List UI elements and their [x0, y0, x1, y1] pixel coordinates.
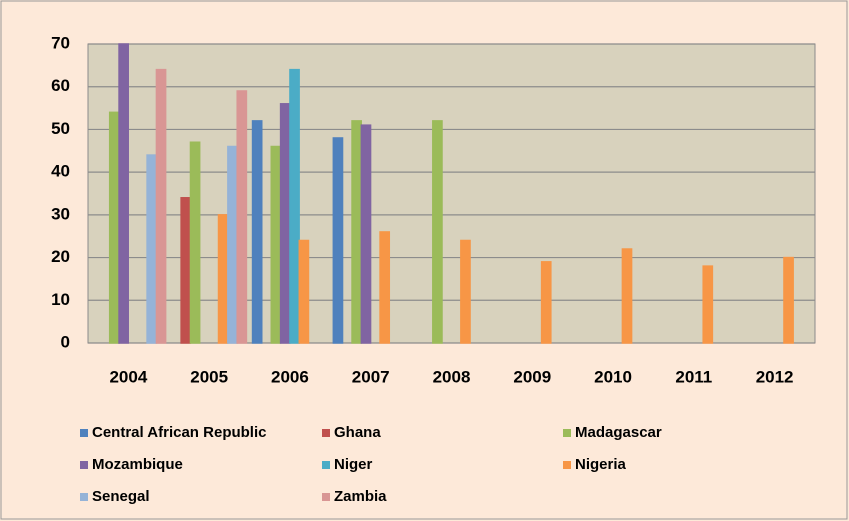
bar	[270, 145, 282, 344]
bar	[279, 103, 291, 344]
y-tick-label: 20	[51, 247, 70, 266]
legend-swatch	[563, 461, 571, 469]
bar	[460, 239, 471, 344]
bar	[298, 239, 310, 344]
y-tick-label: 70	[51, 33, 70, 52]
bar	[783, 256, 794, 344]
x-tick-label: 2008	[433, 367, 471, 386]
bar	[379, 231, 391, 344]
y-tick-label: 10	[51, 290, 70, 309]
bar	[189, 141, 201, 344]
x-tick-label: 2010	[594, 367, 632, 386]
legend-label: Niger	[334, 456, 373, 473]
bar	[155, 68, 167, 344]
bar	[432, 120, 443, 344]
plot-area	[87, 43, 816, 344]
bar	[540, 261, 552, 344]
y-tick-label: 50	[51, 119, 70, 138]
bar	[702, 265, 714, 344]
y-tick-label: 30	[51, 204, 70, 223]
x-tick-label: 2011	[675, 367, 712, 386]
legend-label: Zambia	[334, 488, 387, 505]
x-tick-label: 2005	[190, 367, 228, 386]
legend-swatch	[80, 461, 88, 469]
bar	[227, 145, 238, 344]
x-tick-label: 2007	[352, 367, 390, 386]
bar	[118, 43, 129, 344]
legend-swatch	[322, 493, 330, 501]
x-tick-label: 2009	[513, 367, 551, 386]
legend-swatch	[80, 429, 88, 437]
x-tick-label: 2012	[756, 367, 794, 386]
bar	[108, 111, 120, 344]
legend-swatch	[563, 429, 571, 437]
legend-label: Mozambique	[92, 456, 183, 473]
bar	[180, 197, 192, 344]
legend-label: Central African Republic	[92, 424, 266, 441]
legend-label: Senegal	[92, 488, 150, 505]
legend-label: Ghana	[334, 424, 381, 441]
bar	[332, 137, 344, 344]
x-tick-label: 2004	[109, 367, 147, 386]
bar	[360, 124, 372, 344]
legend-swatch	[80, 493, 88, 501]
legend-swatch	[322, 461, 330, 469]
x-tick-label: 2006	[271, 367, 309, 386]
legend-label: Madagascar	[575, 424, 662, 441]
legend-label: Nigeria	[575, 456, 627, 473]
y-tick-label: 40	[51, 162, 70, 181]
bar	[621, 248, 633, 344]
y-tick-label: 0	[61, 332, 70, 351]
legend-swatch	[322, 429, 330, 437]
bar	[146, 154, 158, 344]
bar	[251, 120, 263, 344]
bar	[351, 120, 362, 344]
bar	[217, 214, 229, 344]
bar	[236, 90, 248, 344]
bar	[289, 68, 300, 344]
y-tick-label: 60	[51, 76, 70, 95]
